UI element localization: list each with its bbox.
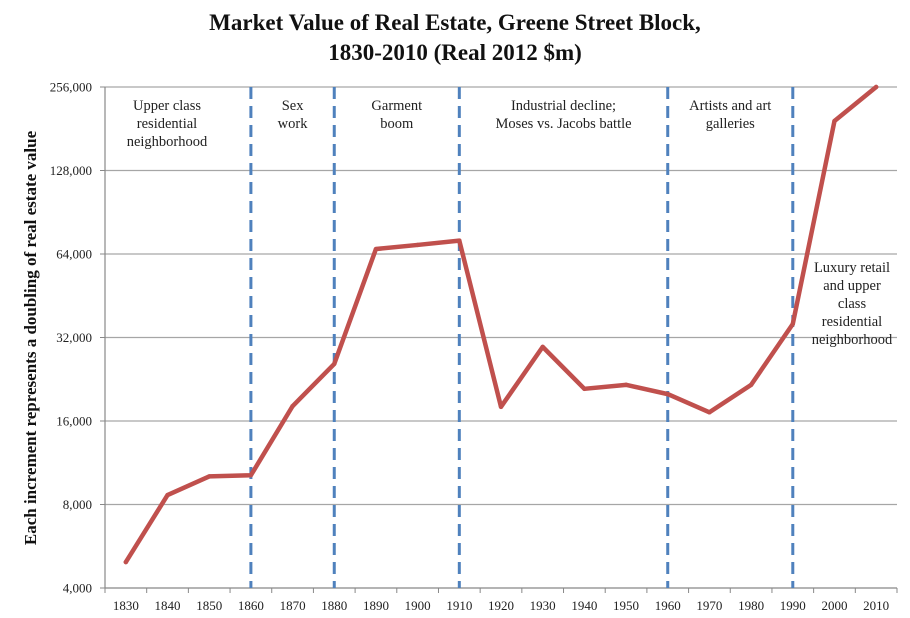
era-annotation: Industrial decline; Moses vs. Jacobs batt… <box>495 98 631 132</box>
data-point <box>540 344 545 350</box>
x-tick-label: 1960 <box>655 598 681 613</box>
era-annotations: Upper class residential neighborhood Sex wor… <box>127 98 893 348</box>
x-tick-label: 1950 <box>613 598 639 613</box>
era-annotation-line: neighborhood <box>127 134 208 150</box>
era-annotation: Luxury retail and upper class residential ne… <box>812 260 893 348</box>
data-point <box>290 403 295 409</box>
era-annotation-line: Artists and art <box>689 98 771 114</box>
data-point <box>790 321 795 327</box>
y-tick-label: 128,000 <box>50 163 92 178</box>
x-tick-label: 1990 <box>780 598 806 613</box>
era-annotation: Upper class residential neighborhood <box>127 98 208 150</box>
chart-title-line-2: 1830-2010 (Real 2012 $m) <box>328 40 582 65</box>
x-tick-label: 1920 <box>488 598 514 613</box>
x-tick-label: 1840 <box>155 598 181 613</box>
x-tick-label: 1940 <box>571 598 597 613</box>
data-point <box>623 382 629 388</box>
x-tick-label: 1910 <box>446 598 472 613</box>
x-tick-label: 1870 <box>280 598 306 613</box>
era-boundaries <box>249 87 795 588</box>
era-annotation-line: boom <box>380 116 414 132</box>
x-tick-label: 1830 <box>113 598 139 613</box>
data-point <box>207 474 212 479</box>
data-point <box>373 246 379 252</box>
gridlines <box>105 86 897 506</box>
x-tick-label: 1850 <box>196 598 222 613</box>
era-annotation-line: and upper <box>823 278 881 294</box>
data-point <box>498 404 504 410</box>
era-annotation: Garment boom <box>371 98 422 132</box>
era-annotation: Sex work <box>278 98 309 132</box>
x-tick-label: 1890 <box>363 598 389 613</box>
data-point <box>332 361 337 367</box>
x-tick-label: 1980 <box>738 598 764 613</box>
era-annotation: Artists and art galleries <box>689 98 771 132</box>
y-tick-label: 16,000 <box>56 414 92 429</box>
series-market-value <box>123 84 879 565</box>
x-tick-label: 2000 <box>821 598 847 613</box>
era-annotation-line: residential <box>137 116 197 132</box>
y-tick-label: 8,000 <box>63 497 92 512</box>
era-annotation-line: Luxury retail <box>814 260 890 276</box>
data-point <box>707 410 712 415</box>
era-annotation-line: class <box>838 296 867 312</box>
x-tick-label: 1970 <box>696 598 722 613</box>
data-point <box>248 473 254 478</box>
y-axis-ticks: 4,000 8,000 16,000 32,000 64,000 128,000 256,0… <box>50 80 105 596</box>
data-point <box>873 84 879 90</box>
data-point <box>832 118 837 124</box>
data-point <box>457 238 462 243</box>
data-point <box>748 382 754 388</box>
era-annotation-line: Moses vs. Jacobs battle <box>495 116 631 132</box>
y-axis-label: Each increment represents a doubling of … <box>21 130 40 545</box>
era-annotation-line: Sex <box>282 98 305 114</box>
x-axis-ticks: 1830 1840 1850 1860 1870 1880 1890 1900 1910 1920… <box>104 588 898 613</box>
era-annotation-line: galleries <box>706 116 755 132</box>
y-tick-label: 256,000 <box>50 80 92 95</box>
data-point <box>165 492 170 498</box>
era-annotation-line: neighborhood <box>812 332 893 348</box>
x-tick-label: 1860 <box>238 598 264 613</box>
y-tick-label: 4,000 <box>63 581 92 596</box>
data-point <box>665 391 670 397</box>
data-point <box>582 386 587 392</box>
x-tick-label: 1880 <box>321 598 347 613</box>
x-tick-label: 1900 <box>405 598 431 613</box>
y-tick-label: 32,000 <box>56 330 92 345</box>
chart-title-line-1: Market Value of Real Estate, Greene Stre… <box>209 10 701 35</box>
x-tick-label: 2010 <box>863 598 889 613</box>
data-point <box>123 559 129 565</box>
era-annotation-line: residential <box>822 314 882 330</box>
series-line <box>123 84 879 565</box>
data-point <box>415 242 420 248</box>
y-tick-label: 64,000 <box>56 247 92 262</box>
era-annotation-line: work <box>278 116 309 132</box>
era-annotation-line: Industrial decline; <box>511 98 616 114</box>
axes <box>104 87 897 589</box>
era-annotation-line: Garment <box>371 98 422 114</box>
era-annotation-line: Upper class <box>133 98 201 114</box>
x-tick-label: 1930 <box>530 598 556 613</box>
